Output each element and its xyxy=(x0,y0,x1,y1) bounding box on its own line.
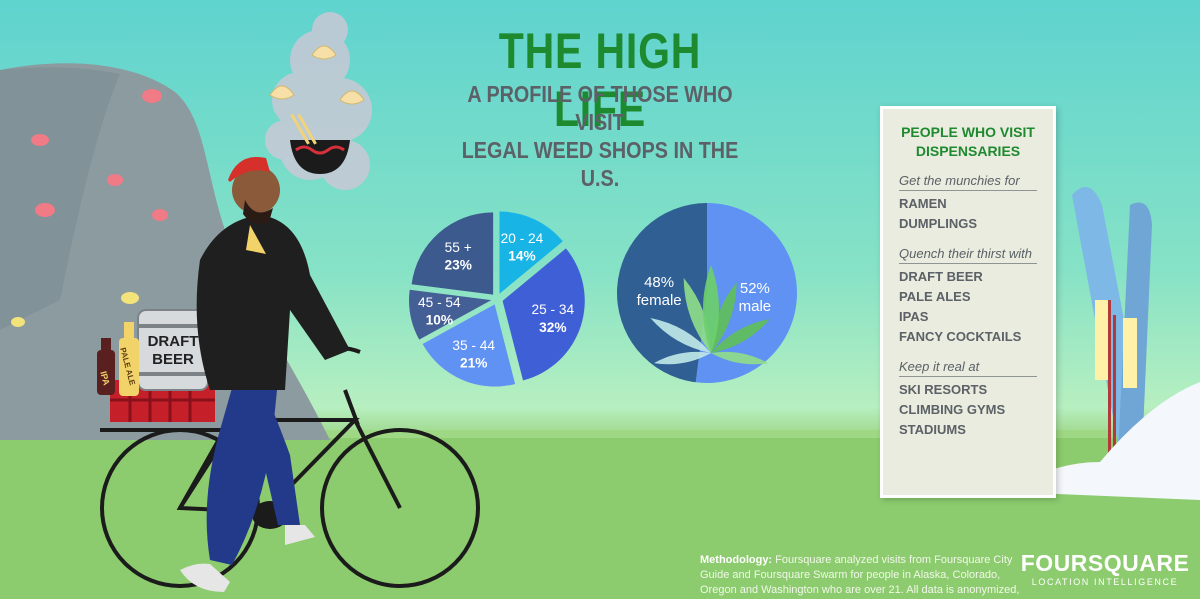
panel-item: STADIUMS xyxy=(899,422,966,437)
panel-item: RAMEN xyxy=(899,196,947,211)
ramen-bowl-icon xyxy=(290,113,350,174)
dispensaries-panel: PEOPLE WHO VISIT DISPENSARIES Get the mu… xyxy=(880,106,1056,498)
pie-slice xyxy=(422,304,516,387)
panel-heading-line1: PEOPLE WHO VISIT xyxy=(901,124,1035,140)
pie-category-label: 25 - 34 xyxy=(532,302,575,317)
pie-slice xyxy=(409,289,492,340)
page-subtitle: A PROFILE OF THOSE WHO VISIT LEGAL WEED … xyxy=(445,80,755,192)
methodology-note: Methodology: Foursquare analyzed visits … xyxy=(700,553,1020,599)
panel-group-real: Keep it real at SKI RESORTS CLIMBING GYM… xyxy=(899,359,1037,440)
pie-value-label: female xyxy=(637,292,682,309)
pie-category-label: 20 - 24 xyxy=(501,231,544,246)
age-pie-chart: 20 - 24 14% 25 - 34 32% 35 - 44 21% 45 - 54 10%… xyxy=(409,211,585,387)
pie-value-label: 32% xyxy=(539,320,566,335)
pie-value-label: 23% xyxy=(444,258,471,273)
panel-heading-line2: DISPENSARIES xyxy=(915,143,1021,159)
panel-group-thirst: Quench their thirst with DRAFT BEER PALE… xyxy=(899,246,1037,347)
logo-tagline: LOCATION INTELLIGENCE xyxy=(1031,577,1179,587)
logo-name: FOURSQUARE xyxy=(1020,550,1190,576)
dumpling-icon xyxy=(269,45,365,105)
skis-icon xyxy=(1072,187,1152,465)
cyclist-figure xyxy=(180,156,350,592)
bottle-icon: IPA PALE ALE xyxy=(97,322,139,396)
page-title: THE HIGH LIFE xyxy=(498,23,702,137)
pie-slice xyxy=(411,212,494,295)
pie-value-label: 14% xyxy=(508,249,535,264)
pie-value-label: 10% xyxy=(426,313,453,328)
keg-label-line1: DRAFT xyxy=(148,333,199,350)
pie-category-label: 55 + xyxy=(445,240,472,255)
panel-item: DRAFT BEER xyxy=(899,269,983,284)
panel-group-label: Keep it real at xyxy=(899,359,1037,377)
pie-category-label: 35 - 44 xyxy=(452,338,495,353)
climbing-holds-icon xyxy=(31,89,168,221)
foursquare-logo[interactable]: FOURSQUARE LOCATION INTELLIGENCE xyxy=(1020,550,1190,587)
cannabis-leaf-icon xyxy=(650,265,770,365)
snow-pile xyxy=(1010,382,1200,500)
panel-group-label: Quench their thirst with xyxy=(899,246,1037,264)
methodology-text: Foursquare analyzed visits from Foursqua… xyxy=(700,554,1020,596)
pie-value-label: male xyxy=(739,298,772,315)
pie-category-label: 45 - 54 xyxy=(418,295,461,310)
pie-category-label: 52% xyxy=(740,280,770,297)
pie-value-label: 21% xyxy=(460,356,487,371)
bottle1-label: IPA xyxy=(98,370,111,387)
subtitle-line1: A PROFILE OF THOSE WHO VISIT xyxy=(467,81,733,135)
keg-icon: DRAFT BEER xyxy=(137,309,209,391)
panel-item: CLIMBING GYMS xyxy=(899,402,1006,417)
pie-slice xyxy=(499,211,563,294)
panel-item: IPAS xyxy=(899,309,929,324)
panel-item: PALE ALES xyxy=(899,289,971,304)
panel-item: SKI RESORTS xyxy=(899,382,988,397)
panel-item: DUMPLINGS xyxy=(899,216,977,231)
panel-group-munchies: Get the munchies for RAMEN DUMPLINGS xyxy=(899,173,1037,234)
panel-group-label: Get the munchies for xyxy=(899,173,1037,191)
pie-category-label: 48% xyxy=(644,274,674,291)
subtitle-line2: LEGAL WEED SHOPS IN THE U.S. xyxy=(461,137,739,191)
panel-heading: PEOPLE WHO VISIT DISPENSARIES xyxy=(893,123,1043,161)
methodology-label: Methodology: xyxy=(700,554,773,566)
keg-label-line2: BEER xyxy=(152,351,194,368)
panel-item: FANCY COCKTAILS xyxy=(899,329,1022,344)
pie-slice xyxy=(502,248,585,381)
gender-pie-chart: 52%male 48%female xyxy=(616,203,797,383)
